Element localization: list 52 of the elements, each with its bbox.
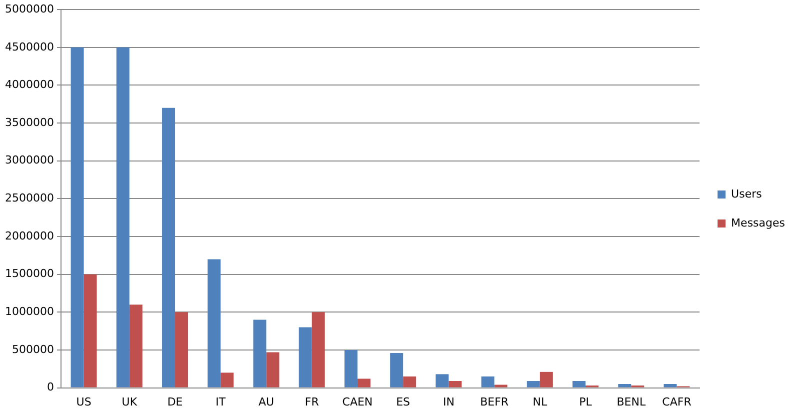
y-tick-label: 500000 [12, 342, 54, 356]
x-tick-label: US [76, 395, 92, 408]
bar [448, 380, 462, 388]
x-tick-label: NL [532, 395, 548, 408]
legend-label: Users [731, 187, 762, 200]
bar [664, 384, 677, 388]
bar [526, 380, 540, 388]
x-tick-label: CAFR [662, 395, 692, 408]
y-tick-label: 4500000 [4, 40, 54, 54]
bar [84, 274, 97, 388]
y-tick-label: 3000000 [4, 154, 54, 167]
y-tick-label: 4000000 [4, 78, 54, 92]
bar [494, 384, 508, 388]
bar [116, 47, 130, 388]
y-tick-label: 5000000 [4, 2, 54, 16]
x-tick-label: FR [304, 395, 320, 408]
bar [436, 374, 449, 388]
x-tick-label: ES [396, 395, 410, 408]
bar [481, 376, 494, 388]
x-tick-label: DE [167, 395, 183, 408]
x-tick-label: PL [579, 395, 593, 408]
bar [618, 384, 632, 388]
bar [162, 108, 176, 388]
bar [253, 320, 266, 388]
bar [70, 47, 84, 388]
bar [266, 352, 280, 388]
bar [208, 259, 221, 388]
legend-label: Messages [731, 216, 786, 230]
bar [344, 350, 358, 388]
bar [298, 327, 312, 388]
x-tick-label: CAEN [342, 395, 373, 408]
bar [357, 378, 370, 388]
bar [540, 372, 553, 388]
x-tick-label: BEFR [480, 395, 509, 408]
y-tick-label: 3500000 [4, 116, 54, 129]
y-tick-label: 1500000 [4, 267, 54, 280]
bar [390, 353, 404, 388]
x-tick-label: IN [442, 395, 454, 408]
x-tick-label: IT [216, 395, 226, 408]
bar [175, 312, 188, 388]
y-tick-label: 1000000 [4, 305, 54, 318]
y-tick-label: 2500000 [4, 192, 54, 205]
y-tick-label: 0 [46, 380, 54, 394]
bar [220, 372, 234, 388]
bar [572, 380, 586, 388]
x-tick-label: BENL [616, 395, 646, 408]
y-tick-label: 2000000 [4, 229, 54, 242]
bar [312, 312, 325, 388]
x-tick-label: AU [258, 395, 274, 408]
bar [403, 376, 416, 388]
bar [129, 304, 142, 388]
x-tick-label: UK [122, 395, 138, 408]
